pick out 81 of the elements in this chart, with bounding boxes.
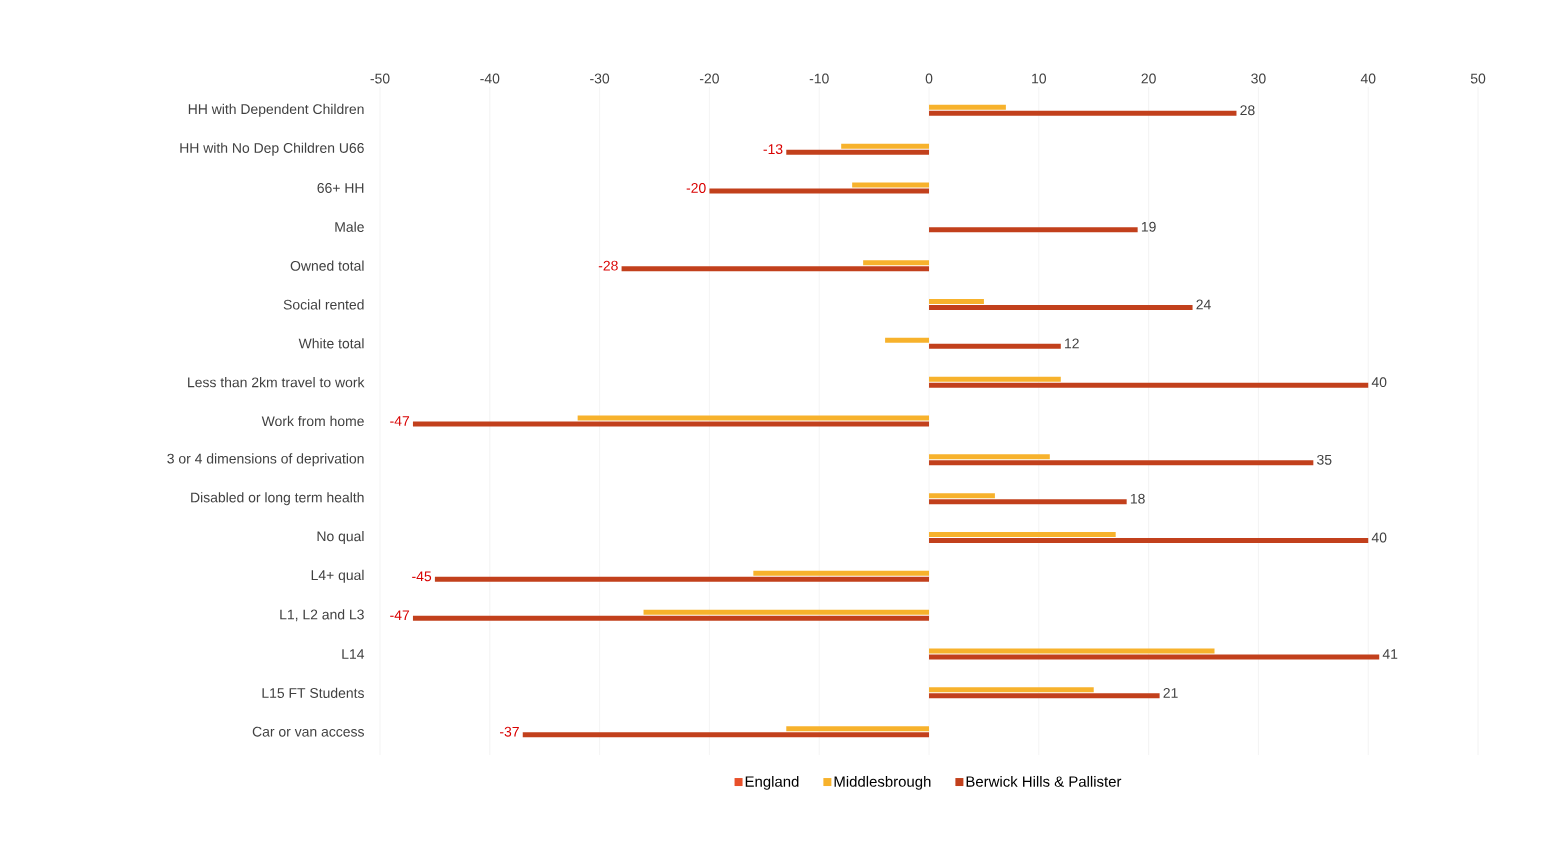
bar bbox=[522, 732, 930, 738]
y-tick-label: Social rented bbox=[283, 299, 364, 310]
bar bbox=[929, 454, 1050, 460]
y-tick-label: HH with Dependent Children bbox=[188, 103, 364, 117]
x-tick-label: -10 bbox=[809, 73, 829, 84]
bar bbox=[412, 421, 930, 427]
data-label: -47 bbox=[390, 610, 410, 620]
y-tick-label: Disabled or long term health bbox=[191, 492, 364, 506]
y-tick-label: 3 or 4 dimensions of deprivation bbox=[167, 453, 364, 467]
bar bbox=[929, 693, 1160, 699]
y-tick-label: Work from home bbox=[261, 415, 364, 427]
x-tick-label: 40 bbox=[1360, 73, 1376, 84]
bar bbox=[929, 104, 1006, 110]
x-tick-label: -40 bbox=[480, 73, 500, 84]
bar bbox=[929, 654, 1380, 660]
legend-label: Berwick Hills & Pallister bbox=[966, 775, 1122, 787]
y-tick-label: No qual bbox=[317, 531, 364, 544]
data-label: 35 bbox=[1317, 454, 1332, 465]
y-tick-label: Owned total bbox=[290, 260, 364, 271]
data-label: 12 bbox=[1065, 338, 1079, 349]
y-tick-label: HH with No Dep Children U66 bbox=[180, 142, 364, 156]
x-tick-label: 20 bbox=[1141, 73, 1156, 84]
bar bbox=[929, 493, 995, 499]
y-tick-label: Male bbox=[335, 221, 364, 232]
bar bbox=[929, 499, 1127, 505]
bar bbox=[929, 460, 1314, 466]
x-tick-label: 50 bbox=[1470, 73, 1486, 84]
bar bbox=[929, 382, 1369, 388]
x-tick-label: -20 bbox=[699, 73, 719, 84]
bar bbox=[786, 726, 930, 732]
data-label: 24 bbox=[1196, 299, 1211, 310]
y-tick-label: 66+ HH bbox=[317, 183, 364, 193]
bar bbox=[929, 343, 1061, 349]
data-label: 18 bbox=[1130, 493, 1145, 504]
bar bbox=[753, 570, 930, 576]
y-tick-label: White total bbox=[298, 338, 364, 349]
data-label: 21 bbox=[1163, 687, 1178, 698]
data-label: 19 bbox=[1141, 221, 1156, 232]
y-tick-label: L14 bbox=[342, 649, 365, 659]
bar bbox=[929, 532, 1116, 538]
bar bbox=[786, 149, 930, 155]
bar bbox=[643, 609, 930, 615]
y-tick-label: L1, L2 and L3 bbox=[280, 609, 364, 622]
bar bbox=[929, 304, 1193, 310]
bar bbox=[885, 337, 930, 343]
x-tick-label: -30 bbox=[590, 73, 610, 84]
y-tick-label: L4+ qual bbox=[311, 569, 364, 583]
bar bbox=[852, 182, 930, 188]
data-label: -28 bbox=[598, 260, 618, 271]
bar bbox=[621, 266, 930, 272]
data-label: -20 bbox=[686, 183, 706, 193]
y-tick-label: Less than 2km travel to work bbox=[188, 377, 365, 388]
data-label: -37 bbox=[500, 726, 519, 737]
bar bbox=[709, 188, 930, 194]
bar bbox=[929, 687, 1094, 693]
bar bbox=[929, 648, 1215, 654]
bar bbox=[863, 260, 930, 266]
x-tick-label: -50 bbox=[370, 73, 390, 84]
bar bbox=[412, 615, 930, 621]
data-label: -13 bbox=[763, 144, 783, 155]
bar bbox=[929, 227, 1138, 233]
y-tick-label: Car or van access bbox=[252, 726, 364, 737]
bar bbox=[434, 576, 930, 582]
legend-label: England bbox=[745, 775, 799, 790]
data-label: 28 bbox=[1240, 105, 1255, 116]
legend-label: Middlesbrough bbox=[834, 775, 931, 790]
data-label: 40 bbox=[1371, 532, 1387, 543]
data-label: 41 bbox=[1382, 649, 1398, 659]
data-label: -47 bbox=[390, 416, 410, 426]
bar bbox=[841, 143, 930, 149]
bar bbox=[929, 376, 1061, 382]
y-tick-label: L15 FT Students bbox=[262, 687, 364, 698]
data-label: 40 bbox=[1371, 377, 1387, 388]
bar bbox=[929, 110, 1237, 116]
x-tick-label: 0 bbox=[925, 73, 933, 84]
x-tick-label: 10 bbox=[1032, 73, 1047, 84]
bar bbox=[577, 415, 930, 421]
data-label: -45 bbox=[412, 571, 432, 582]
bar bbox=[929, 538, 1369, 544]
x-tick-label: 30 bbox=[1251, 73, 1266, 84]
bar bbox=[929, 298, 984, 304]
